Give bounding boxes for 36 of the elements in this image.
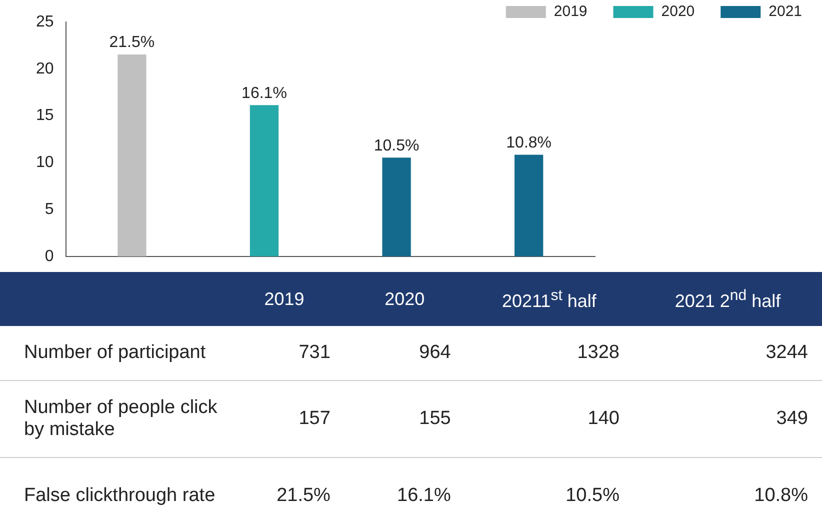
y-tick-label: 10 [36,154,54,172]
data-label: 349 [633,380,822,458]
y-tick-label: 5 [44,200,54,218]
bar [382,158,411,256]
category-label: 2020 [344,272,465,326]
bar [250,105,279,256]
y-tick-label: 20 [36,60,54,78]
legend-label: 2019 [554,3,588,20]
data-label: 1328 [464,326,634,380]
legend-label: 2021 [768,3,802,20]
y-tick-label: 25 [36,13,54,30]
data-label: 16.1% [344,458,465,530]
data-label: 731 [224,326,344,380]
data-label: 964 [344,326,465,380]
text: Number of people click by mistake [0,380,224,458]
data-label: 21.5% [109,34,155,52]
legend-label: 2020 [661,3,695,20]
data-label: 10.8% [633,458,822,530]
category-label: 20211$^{st}$ half [464,272,634,326]
category-label: 2021 2$^{nd}$ half [633,272,822,326]
data-label: 10.8% [506,134,552,152]
data-label: 10.5% [374,137,420,154]
data-label: 16.1% [242,84,287,102]
bar [514,154,544,256]
data-label: 140 [464,380,634,458]
text: False clickthrough rate [0,458,224,530]
data-label: 10.5% [464,458,634,530]
data-label: 21.5% [224,458,344,530]
bar [118,54,146,256]
data-label: 3244 [633,326,822,380]
category-label: 2019 [224,272,344,326]
y-tick-label: 0 [44,248,54,265]
text: Number of participant [0,326,224,380]
data-label: 157 [224,380,344,458]
data-label: 155 [344,380,465,458]
y-tick-label: 15 [36,107,54,124]
